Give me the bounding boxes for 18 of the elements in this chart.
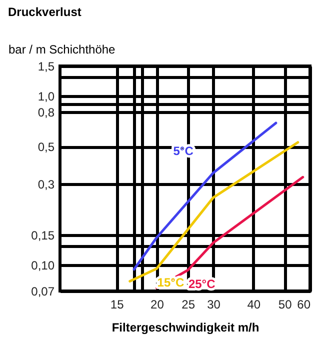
x-tick-label: 25	[182, 298, 196, 312]
y-tick-label: 0,5	[38, 140, 55, 154]
y-tick-label: 0,15	[31, 228, 55, 243]
x-tick-label: 60	[297, 298, 311, 312]
x-tick-label: 20	[150, 298, 164, 312]
x-tick-label: 40	[247, 298, 261, 312]
chart-title: Druckverlust	[8, 5, 82, 19]
x-tick-label: 30	[207, 298, 221, 312]
y-tick-label: 0,10	[31, 258, 55, 272]
x-tick-label: 50	[278, 298, 292, 312]
y-tick-label: 0,3	[38, 178, 55, 192]
y-tick-label: 1,5	[38, 60, 55, 74]
x-axis-title: Filtergeschwindigkeit m/h	[112, 320, 260, 334]
y-tick-label: 0,8	[38, 106, 55, 120]
y-tick-label: 1,0	[38, 89, 55, 104]
y-axis-title: bar / m Schichthöhe	[8, 42, 116, 56]
y-tick-label: 0,07	[31, 284, 55, 298]
x-tick-label: 15	[110, 298, 124, 312]
